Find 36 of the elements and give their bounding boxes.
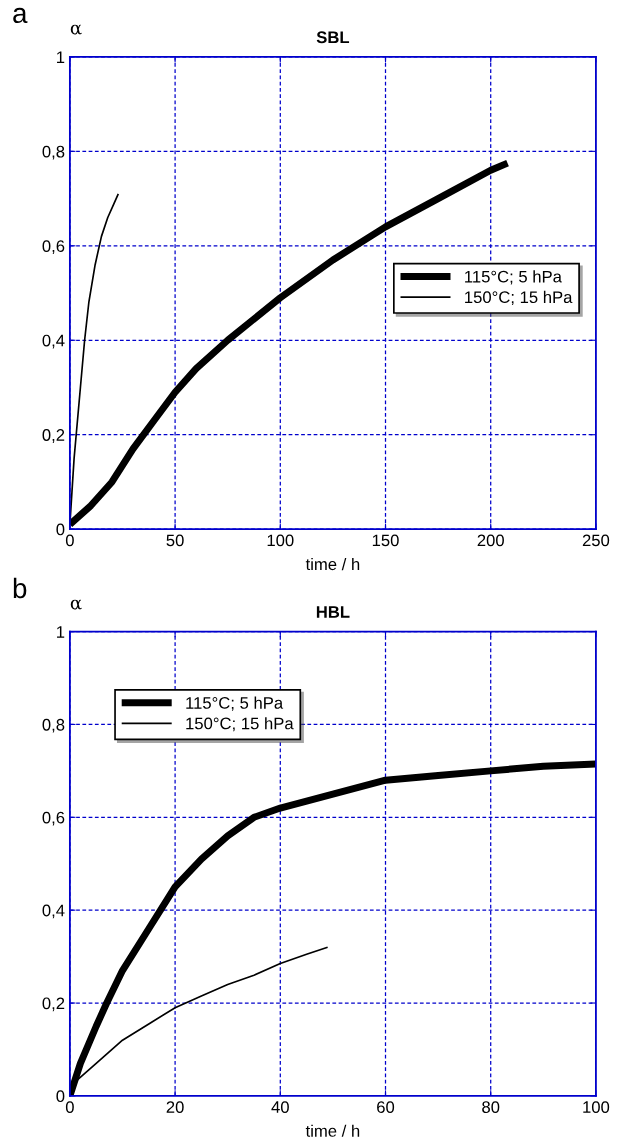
y-tick-label: 0,4 xyxy=(42,904,65,919)
x-tick-label: 150 xyxy=(372,534,399,547)
x-tick-label: 60 xyxy=(377,1101,395,1113)
y-tick-label: 0,8 xyxy=(42,145,65,160)
legend-label: 115°C; 5 hPa xyxy=(186,696,284,711)
legend-label: 150°C; 15 hPa xyxy=(186,717,294,732)
x-tick-label: 40 xyxy=(271,1101,289,1113)
chart-title: SBL xyxy=(316,31,350,44)
x-tick-label: 250 xyxy=(582,534,610,547)
legend-label: 150°C; 15 hPa xyxy=(465,290,573,306)
x-tick-label: 50 xyxy=(166,534,184,547)
y-tick-label: 0 xyxy=(56,1090,65,1103)
y-tick-label: 0,2 xyxy=(42,997,65,1012)
y-axis-title: α xyxy=(70,599,82,610)
x-tick-label: 100 xyxy=(267,534,294,547)
legend-label: 115°C; 5 hPa xyxy=(465,270,562,285)
text: a xyxy=(13,7,28,24)
y-tick-label: 0,4 xyxy=(42,334,65,349)
y-tick-label: 0,6 xyxy=(42,811,65,826)
x-tick-label: 100 xyxy=(583,1101,610,1113)
y-tick-label: 0,8 xyxy=(42,718,65,733)
y-axis-title: α xyxy=(70,24,82,35)
y-tick-label: 0 xyxy=(56,523,65,536)
x-axis-title: time / h xyxy=(305,557,360,571)
x-tick-label: 200 xyxy=(477,534,504,547)
y-tick-label: 0,6 xyxy=(42,240,65,254)
text: b xyxy=(13,577,27,599)
y-tick-label: 1 xyxy=(57,51,65,63)
x-tick-label: 80 xyxy=(482,1101,500,1113)
x-axis-title: time / h xyxy=(305,1124,360,1137)
y-tick-label: 0,2 xyxy=(42,429,65,443)
y-tick-label: 1 xyxy=(57,626,65,638)
x-tick-label: 0 xyxy=(65,1101,74,1113)
x-tick-label: 0 xyxy=(65,534,74,547)
x-tick-label: 20 xyxy=(166,1101,184,1113)
chart-title: HBL xyxy=(316,606,350,618)
